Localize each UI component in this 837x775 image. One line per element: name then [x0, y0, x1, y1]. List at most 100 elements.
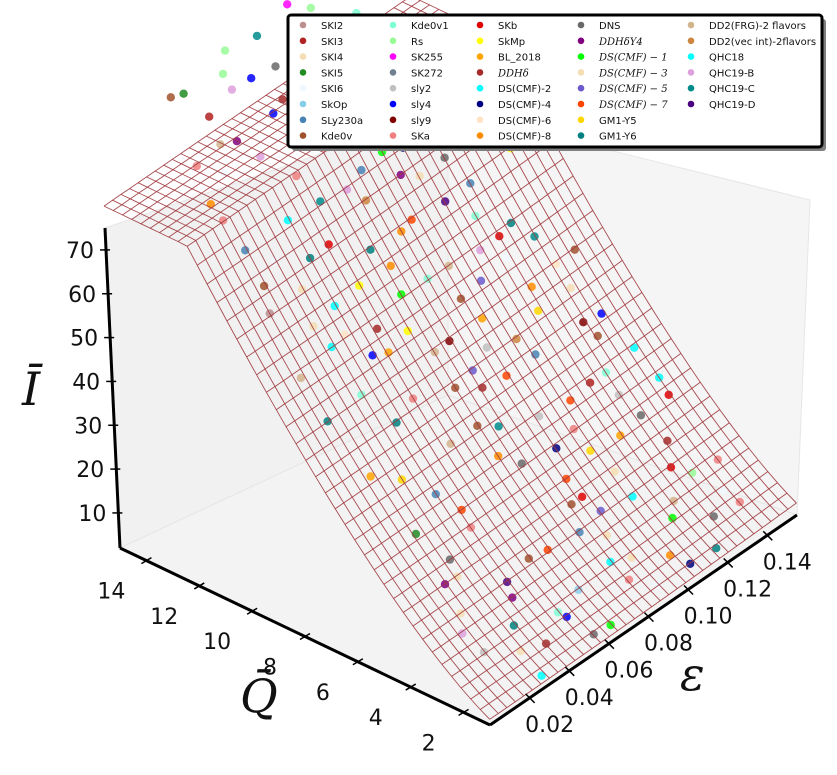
legend-marker — [389, 53, 397, 60]
legend-marker — [476, 132, 484, 139]
scatter-point — [534, 306, 543, 315]
surface-line-e — [180, 153, 567, 667]
legend-marker — [389, 69, 397, 76]
legend-marker — [389, 37, 397, 45]
legend-label: SKI4 — [321, 53, 343, 64]
legend-marker — [476, 100, 484, 108]
scatter-point — [330, 301, 339, 311]
scatter-point — [606, 620, 615, 630]
legend-label: SK272 — [411, 68, 443, 79]
scatter-point — [384, 348, 393, 357]
scatter-point — [663, 436, 672, 445]
x-tick-mark — [604, 639, 615, 650]
scatter-point — [372, 324, 382, 333]
legend-label: sly4 — [411, 100, 431, 111]
scatter-point — [456, 294, 466, 303]
scatter-point — [471, 211, 480, 221]
legend-label: SKa — [411, 132, 430, 143]
surface-line-e — [146, 176, 533, 691]
surface-line-e — [120, 193, 508, 708]
legend-marker — [687, 21, 695, 29]
scatter-point — [567, 500, 576, 509]
legend-label: sly9 — [411, 116, 431, 127]
scatter-point — [524, 554, 533, 563]
scatter-point — [306, 3, 315, 13]
scatter-point — [718, 485, 728, 495]
y-tick-label: 10 — [203, 630, 231, 655]
scatter-point — [179, 89, 188, 98]
legend-label: SKb — [498, 21, 517, 32]
scatter-point — [220, 46, 230, 55]
scatter-point — [446, 439, 455, 448]
legend-label: SKI6 — [321, 84, 343, 95]
scatter-point — [479, 647, 489, 657]
scatter-point — [283, 216, 293, 225]
legend-marker — [476, 69, 484, 76]
scatter-point — [357, 165, 366, 175]
legend-label: DDHδ — [497, 68, 529, 79]
legend-marker — [577, 69, 585, 76]
scatter-point — [585, 378, 595, 387]
scatter-point — [259, 281, 269, 291]
y-axis-label: Q̄ — [240, 668, 278, 723]
scatter-point — [503, 253, 512, 262]
scatter-point — [241, 246, 250, 255]
legend-label: DS(CMF)-8 — [498, 132, 551, 143]
legend-marker — [389, 100, 397, 108]
legend-marker — [577, 132, 585, 139]
scatter-point — [566, 283, 575, 293]
legend-label: DS(CMF) − 1 — [598, 53, 668, 64]
y-tick-mark — [405, 683, 417, 691]
legend-marker — [476, 53, 484, 60]
scatter-point — [440, 153, 449, 162]
scatter-point — [577, 492, 587, 501]
legend-label: Kde0v1 — [411, 21, 449, 32]
legend-marker — [476, 21, 484, 29]
scatter-point — [473, 421, 482, 430]
y-tick-mark — [299, 632, 311, 641]
legend-marker — [299, 100, 307, 108]
legend-marker — [687, 53, 695, 60]
surface-line-e — [129, 188, 516, 703]
x-tick-mark — [643, 612, 654, 623]
y-tick-label: 4 — [369, 706, 383, 731]
scatter-point — [292, 171, 301, 181]
scatter-point — [516, 646, 525, 656]
legend-marker — [389, 132, 397, 139]
surface-line-e — [137, 182, 525, 697]
legend-marker — [577, 84, 585, 92]
y-tick-mark — [458, 708, 469, 717]
scatter-point — [534, 412, 544, 421]
legend-marker — [299, 84, 307, 92]
scatter-point — [458, 629, 467, 638]
scatter-point — [653, 580, 662, 589]
scatter-point — [597, 309, 606, 318]
scatter-point — [227, 85, 237, 94]
legend-marker — [476, 84, 484, 92]
scatter-point — [296, 373, 306, 383]
legend-label: DDHδY4 — [598, 37, 643, 48]
surface-line-e — [214, 129, 601, 643]
scatter-point — [531, 350, 540, 359]
surface-line-e — [112, 199, 499, 714]
scatter-point — [509, 621, 519, 630]
surface-line-e — [223, 123, 610, 638]
scatter-point — [610, 467, 619, 476]
y-tick-label: 14 — [97, 580, 125, 605]
x-tick-label: 0.04 — [565, 686, 614, 711]
legend-marker — [299, 37, 307, 45]
legend-label: DNS — [599, 21, 621, 32]
scatter-point — [494, 422, 503, 431]
legend-label: SKI5 — [321, 68, 343, 79]
scatter-point — [537, 671, 546, 680]
legend-marker — [577, 116, 585, 124]
scatter-point — [606, 557, 615, 567]
x-tick-label: 0.14 — [763, 550, 812, 575]
legend-marker — [299, 69, 307, 76]
scatter-point — [407, 215, 416, 224]
legend-marker — [389, 21, 397, 29]
scatter-point — [477, 314, 487, 323]
scatter-point — [219, 169, 229, 178]
legend-label: GM1-Y6 — [599, 132, 637, 143]
